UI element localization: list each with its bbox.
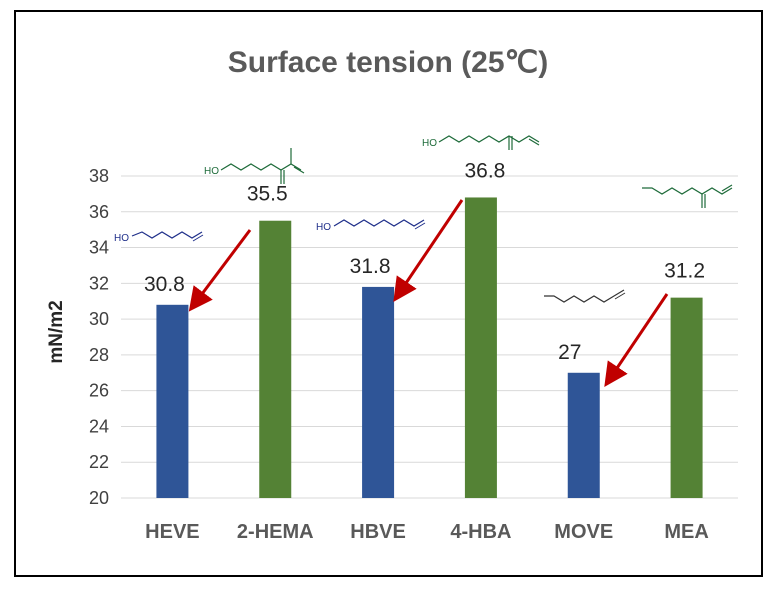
bar-4-hba bbox=[464, 197, 497, 498]
y-tick-label: 38 bbox=[89, 166, 109, 186]
y-tick-label: 34 bbox=[89, 238, 109, 258]
x-tick-label: 2-HEMA bbox=[237, 521, 314, 543]
chart-frame: Surface tension (25℃) 20 22 24 26 28 30 32 34 36… bbox=[14, 10, 763, 577]
y-tick-label: 28 bbox=[89, 345, 109, 365]
x-tick-label: MOVE bbox=[554, 521, 613, 543]
red-arrow bbox=[188, 229, 252, 312]
4-hba-structure: HO bbox=[422, 135, 540, 150]
heve-structure: HO bbox=[114, 231, 204, 244]
mea-structure bbox=[642, 184, 733, 208]
data-label: 31.8 bbox=[350, 255, 391, 278]
move-structure bbox=[544, 289, 626, 303]
data-label: 35.5 bbox=[247, 183, 288, 206]
y-tick-label: 20 bbox=[89, 488, 109, 508]
svg-text:HO: HO bbox=[204, 166, 219, 177]
data-label: 27 bbox=[558, 341, 581, 364]
chart-title: Surface tension (25℃) bbox=[228, 46, 548, 79]
data-label: 31.2 bbox=[664, 260, 705, 283]
svg-text:HO: HO bbox=[316, 222, 331, 233]
y-tick-label: 24 bbox=[89, 416, 109, 436]
y-axis-ticks: 20 22 24 26 28 30 32 34 36 38 bbox=[89, 166, 109, 508]
y-tick-label: 32 bbox=[89, 273, 109, 293]
bar-2-hema bbox=[259, 220, 292, 498]
x-tick-label: MEA bbox=[664, 521, 708, 543]
x-tick-label: 4-HBA bbox=[450, 521, 511, 543]
y-tick-label: 36 bbox=[89, 202, 109, 222]
bar-chart: Surface tension (25℃) 20 22 24 26 28 30 32 34 36… bbox=[46, 46, 738, 543]
hbve-structure: HO bbox=[316, 219, 426, 233]
data-label: 36.8 bbox=[464, 159, 505, 182]
category-labels: HEVE 2-HEMA HBVE 4-HBA MOVE MEA bbox=[145, 521, 709, 543]
bar-hbve bbox=[362, 286, 395, 498]
red-arrow bbox=[604, 293, 669, 387]
svg-text:HO: HO bbox=[422, 138, 437, 149]
bars bbox=[156, 197, 703, 498]
svg-text:HO: HO bbox=[114, 233, 129, 244]
red-arrow bbox=[393, 199, 464, 302]
gridlines bbox=[121, 175, 738, 499]
y-tick-label: 22 bbox=[89, 452, 109, 472]
y-tick-label: 30 bbox=[89, 309, 109, 329]
x-tick-label: HBVE bbox=[350, 521, 406, 543]
annotation-arrows bbox=[188, 199, 669, 387]
y-tick-label: 26 bbox=[89, 381, 109, 401]
molecule-structures: HO HO HO HO bbox=[114, 135, 733, 303]
data-label: 30.8 bbox=[144, 273, 185, 296]
data-labels: 30.8 35.5 31.8 36.8 27 31.2 bbox=[144, 159, 705, 363]
y-axis-label: mN/m2 bbox=[46, 300, 67, 363]
2-hema-structure: HO bbox=[204, 148, 305, 184]
bar-heve bbox=[156, 304, 189, 498]
bar-mea bbox=[670, 297, 703, 498]
x-tick-label: HEVE bbox=[145, 521, 199, 543]
bar-move bbox=[567, 372, 600, 498]
